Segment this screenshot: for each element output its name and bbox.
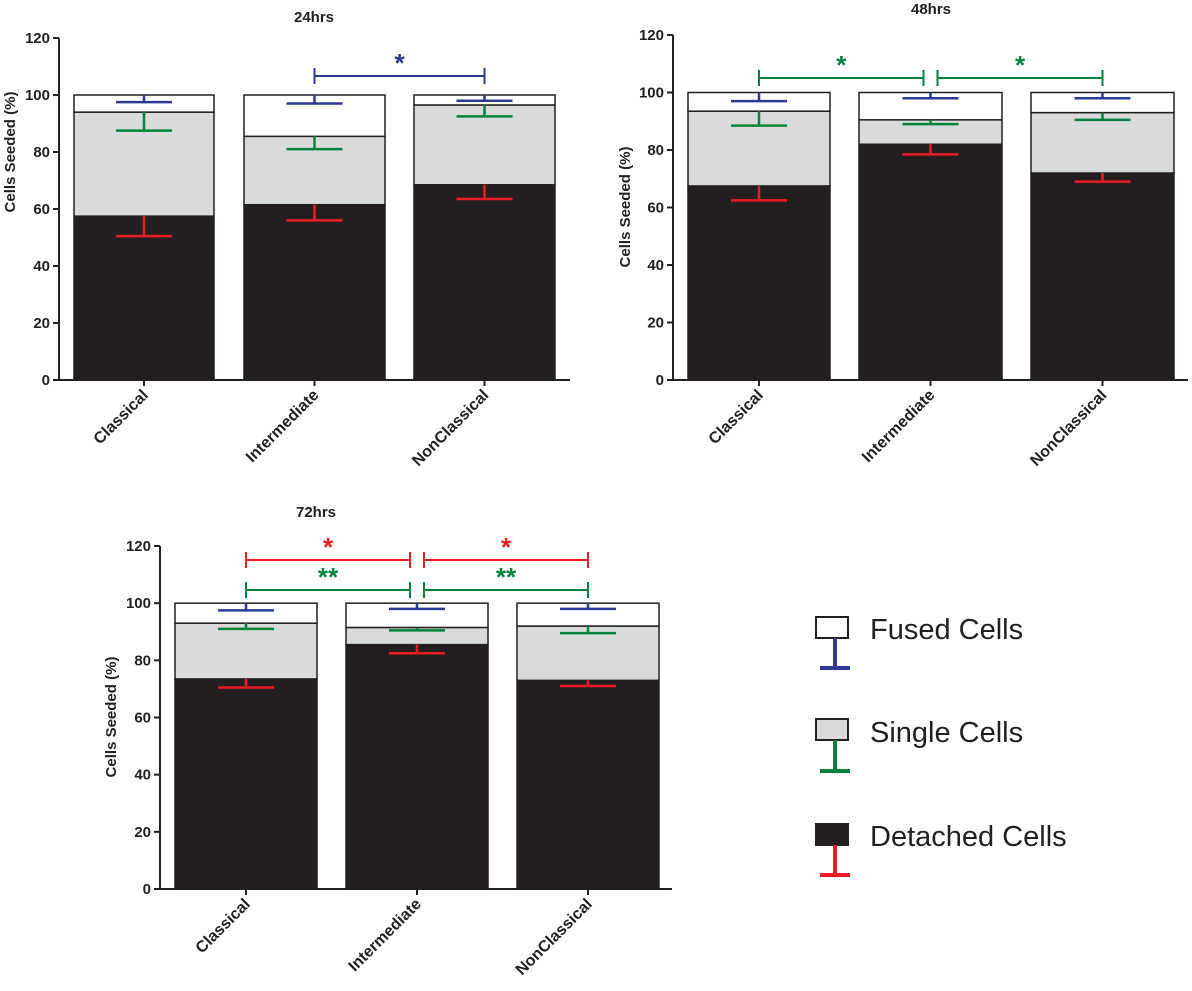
bar-single-cells-nonclassical — [413, 104, 556, 186]
y-tick-label: 40 — [33, 258, 50, 275]
legend-item-single: Single Cells — [815, 717, 1023, 773]
x-tick-label-intermediate: Intermediate — [346, 896, 425, 975]
bar-detached-cells-nonclassical — [516, 679, 660, 890]
y-tick-label: 80 — [134, 652, 151, 669]
y-tick-label: 60 — [33, 201, 50, 218]
sig-single-cells-1-2-label: * — [1015, 50, 1026, 80]
chart-marks: 0 20 40 60 80 100 120 Classical Intermediate NonC… — [639, 27, 1188, 470]
bar-detached-cells-intermediate — [243, 203, 386, 381]
sig-single-cells-0-1-label: ** — [318, 562, 339, 592]
legend-swatch-fused — [815, 616, 849, 639]
y-tick-label: 120 — [639, 27, 664, 44]
y-tick-label: 100 — [25, 87, 50, 104]
y-tick-label: 20 — [647, 315, 664, 332]
chart-title: 24hrs — [294, 9, 334, 26]
y-tick-label: 20 — [134, 824, 151, 841]
bar-detached-cells-classical — [174, 678, 318, 890]
chart-72hrs: 72hrs Cells Seeded (%) 0 20 40 60 80 100 120 Cl… — [103, 504, 672, 979]
legend-label-fused: Fused Cells — [870, 614, 1023, 646]
y-tick-label: 20 — [33, 315, 50, 332]
bar-detached-cells-classical — [687, 185, 831, 381]
chart-24hrs: 24hrs Cells Seeded (%) 0 20 40 60 80 100 120 Cl… — [2, 9, 570, 470]
x-tick-label-nonclassical: NonClassical — [513, 896, 596, 979]
sig-single-cells-0-1-label: * — [836, 50, 847, 80]
y-axis-label: Cells Seeded (%) — [617, 147, 634, 268]
y-tick-label: 100 — [126, 595, 151, 612]
y-tick-label: 60 — [647, 200, 664, 217]
y-axis-label: Cells Seeded (%) — [103, 657, 120, 778]
x-tick-label-classical: Classical — [91, 387, 152, 448]
y-tick-label: 100 — [639, 85, 664, 102]
sig-detached-cells-0-1-label: * — [323, 532, 334, 562]
bar-detached-cells-nonclassical — [1030, 172, 1175, 381]
x-tick-label-intermediate: Intermediate — [859, 387, 938, 466]
chart-title: 48hrs — [911, 1, 951, 18]
bar-detached-cells-intermediate — [345, 643, 489, 890]
x-tick-label-nonclassical: NonClassical — [409, 387, 492, 470]
y-tick-label: 0 — [42, 372, 50, 389]
y-tick-label: 60 — [134, 710, 151, 727]
legend-item-fused: Fused Cells — [815, 614, 1023, 670]
bar-detached-cells-intermediate — [858, 143, 1003, 381]
y-tick-label: 40 — [134, 767, 151, 784]
x-tick-label-nonclassical: NonClassical — [1027, 387, 1110, 470]
bar-detached-cells-nonclassical — [413, 184, 556, 381]
y-tick-label: 120 — [25, 30, 50, 47]
bar-detached-cells-classical — [73, 215, 215, 381]
chart-title: 72hrs — [296, 504, 336, 521]
x-tick-label-classical: Classical — [706, 387, 767, 448]
x-tick-label-intermediate: Intermediate — [243, 387, 322, 466]
y-tick-label: 120 — [126, 538, 151, 555]
y-tick-label: 80 — [33, 144, 50, 161]
y-axis-label: Cells Seeded (%) — [2, 92, 19, 213]
legend-label-detached: Detached Cells — [870, 821, 1067, 853]
y-tick-label: 0 — [143, 881, 151, 898]
sig-fused-cells-1-2-label: * — [394, 48, 405, 78]
chart-48hrs: 48hrs Cells Seeded (%) 0 20 40 60 80 100 120 Cl… — [617, 1, 1188, 470]
chart-marks: 0 20 40 60 80 100 120 Classical Intermediate NonC… — [25, 30, 570, 470]
sig-detached-cells-1-2-label: * — [501, 532, 512, 562]
sig-single-cells-1-2-label: ** — [496, 562, 517, 592]
y-tick-label: 40 — [647, 257, 664, 274]
y-tick-label: 0 — [656, 372, 664, 389]
legend-label-single: Single Cells — [870, 717, 1023, 749]
legend-swatch-detached — [815, 823, 849, 846]
legend: Fused Cells Single Cells Detached Cells — [815, 614, 1067, 877]
x-tick-label-classical: Classical — [193, 896, 254, 957]
bar-single-cells-classical — [174, 622, 318, 680]
legend-swatch-single — [815, 718, 849, 741]
bar-single-cells-nonclassical — [1030, 111, 1175, 174]
y-tick-label: 80 — [647, 142, 664, 159]
legend-item-detached: Detached Cells — [815, 821, 1067, 877]
chart-marks: 0 20 40 60 80 100 120 Classical Intermediate NonC… — [126, 532, 672, 979]
